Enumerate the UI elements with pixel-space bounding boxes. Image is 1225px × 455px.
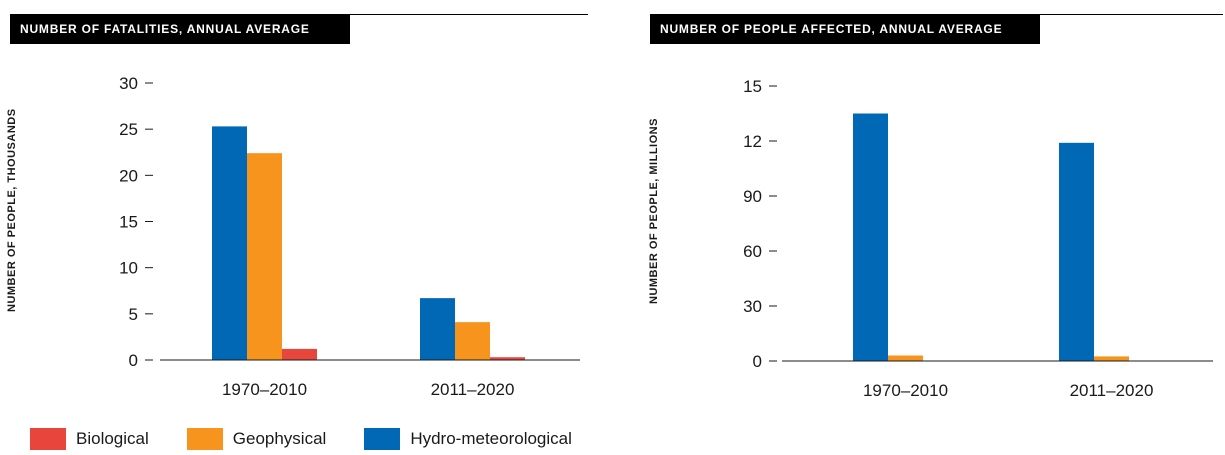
chart-2-bar-geophysical-2 — [1094, 356, 1129, 361]
legend-label-hydro-meteorological: Hydro-meteorological — [410, 429, 572, 448]
legend-swatch-hydro-meteorological — [364, 428, 401, 450]
chart-1-bar-biological-1 — [282, 348, 317, 360]
panel-1-header-rule — [350, 14, 588, 15]
chart-2-xtick-label: 1970–2010 — [863, 381, 948, 400]
chart-1-bar-hydro-meteorological-1 — [212, 126, 247, 360]
legend: Biological Geophysical Hydro-meteorologi… — [30, 428, 610, 450]
panel-2-header-rule — [1040, 14, 1223, 15]
chart-1-xtick-label: 2011–2020 — [431, 380, 515, 399]
legend-item-geophysical: Geophysical — [186, 428, 327, 450]
chart-2-bar-hydro-meteorological-2 — [1059, 142, 1094, 361]
legend-swatch-biological — [30, 428, 66, 450]
legend-label-biological: Biological — [76, 429, 149, 448]
legend-swatch-geophysical — [186, 428, 223, 450]
chart-1-bar-geophysical-1 — [247, 153, 282, 360]
chart-1-ytick-label: 15 — [119, 213, 138, 232]
chart-1-bar-biological-2 — [490, 357, 525, 360]
chart-1-bar-geophysical-2 — [455, 322, 490, 360]
chart-1-bar-hydro-meteorological-2 — [420, 298, 455, 360]
legend-item-biological: Biological — [30, 428, 149, 450]
chart-1-ytick-label: 0 — [129, 351, 138, 370]
chart-1-ytick-label: 30 — [119, 74, 138, 93]
chart-1-ytick-label: 10 — [119, 259, 138, 278]
chart-2-xtick-label: 2011–2020 — [1070, 381, 1154, 400]
chart-1-xtick-label: 1970–2010 — [222, 380, 307, 399]
chart-1-ytick-label: 20 — [119, 166, 138, 185]
chart-2-bar-hydro-meteorological-1 — [853, 113, 888, 361]
panel-1-header: NUMBER OF FATALITIES, ANNUAL AVERAGE — [10, 14, 350, 44]
chart-1-ytick-label: 25 — [119, 120, 138, 139]
chart-2-ytick-label: 15 — [743, 77, 762, 96]
chart-2-ytick-label: 60 — [743, 242, 762, 261]
chart-2-ytick-label: 0 — [753, 352, 762, 371]
panel-2-header: NUMBER OF PEOPLE AFFECTED, ANNUAL AVERAG… — [650, 14, 1040, 44]
chart-2-ytick-label: 30 — [743, 297, 762, 316]
chart-2-bar-geophysical-1 — [888, 355, 923, 361]
chart-2-ytick-label: 12 — [743, 132, 762, 151]
legend-label-geophysical: Geophysical — [232, 429, 327, 448]
chart-1-ytick-label: 5 — [129, 305, 138, 324]
legend-item-hydro-meteorological: Hydro-meteorological — [364, 428, 572, 450]
chart-2-ytick-label: 90 — [743, 187, 762, 206]
